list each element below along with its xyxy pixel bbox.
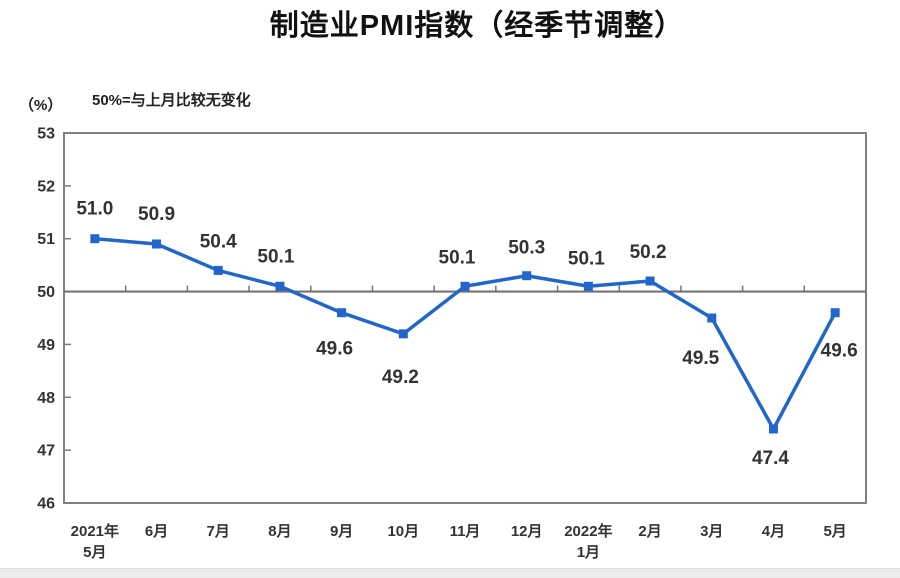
x-axis-label: 9月 [330,523,353,540]
data-point-label: 49.6 [316,339,353,360]
data-point-label: 50.3 [508,238,545,259]
data-point-marker [152,239,162,249]
data-point-marker [460,281,470,291]
y-axis-unit-label: （%） [19,97,63,114]
chart-title: 制造业PMI指数（经季节调整） [269,10,685,42]
y-axis-tick-label: 53 [37,126,55,143]
y-axis-tick-label: 51 [37,231,55,248]
data-point-marker [90,234,100,244]
data-point-marker [522,271,532,281]
data-point-marker [830,308,840,318]
data-point-label: 50.2 [630,242,667,263]
page-bottom-strip [0,568,900,578]
x-axis-label: 2021年 5月 [71,522,119,561]
reference-line-note: 50%=与上月比较无变化 [92,92,251,109]
x-axis-label: 5月 [823,523,846,540]
x-axis-label: 12月 [511,523,543,540]
data-point-label: 51.0 [76,199,113,220]
data-point-label: 50.1 [257,246,294,267]
plot-border [63,132,867,504]
data-point-label: 50.1 [568,248,605,269]
data-point-marker [768,424,778,434]
data-point-label: 47.4 [752,448,789,469]
data-point-marker [645,276,655,286]
x-axis-label: 8月 [268,523,291,540]
data-point-label: 49.5 [682,348,719,369]
data-point-marker [337,308,347,318]
data-point-marker [583,281,593,291]
data-point-marker [707,313,717,323]
data-point-label: 50.1 [439,247,476,268]
y-axis-tick-label: 48 [37,390,55,407]
x-axis-label: 10月 [387,523,419,540]
data-point-label: 49.2 [382,367,419,388]
data-point-marker [275,281,285,291]
x-axis-label: 11月 [450,523,481,540]
x-axis-label: 6月 [145,523,168,540]
data-point-marker [213,265,223,275]
x-axis-label: 4月 [762,523,785,540]
y-axis-tick-label: 47 [37,443,55,460]
x-axis-label: 2022年 1月 [564,522,612,561]
y-axis-tick-label: 49 [37,337,55,354]
x-axis-label: 3月 [700,523,723,540]
y-axis-tick-label: 50 [37,284,55,301]
data-point-label: 50.9 [138,204,175,225]
x-axis-label: 2月 [638,523,661,540]
data-point-label: 49.6 [821,341,858,362]
data-point-marker [398,329,408,339]
y-axis-tick-label: 46 [37,496,55,513]
x-axis-label: 7月 [207,523,230,540]
y-axis-tick-label: 52 [37,178,55,195]
data-point-label: 50.4 [200,231,237,252]
